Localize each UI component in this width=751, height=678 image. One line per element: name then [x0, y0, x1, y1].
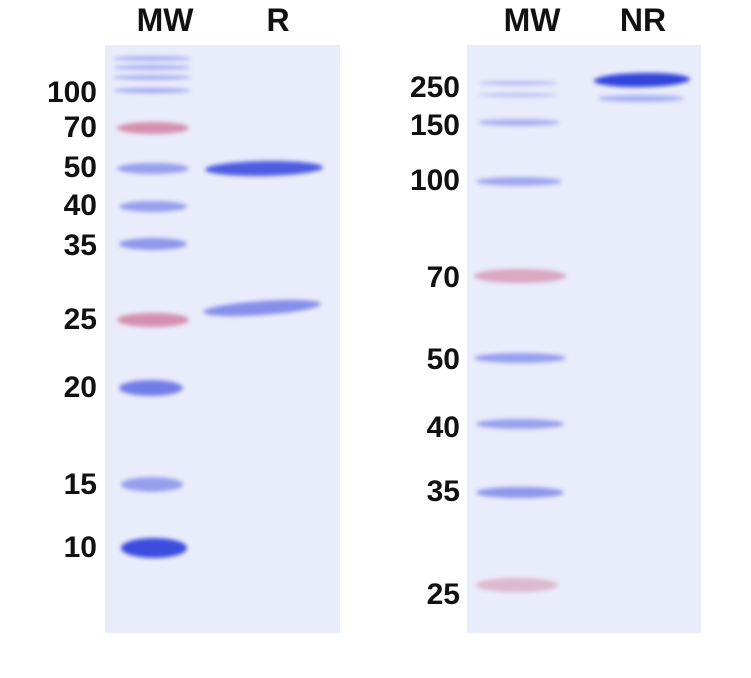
- ladder-band-40: [119, 200, 187, 212]
- ladder-band-20: [119, 380, 183, 396]
- ladder-band-25: [476, 578, 558, 592]
- ladder-band-150: [478, 118, 560, 126]
- lane-header-nr: NR: [619, 2, 667, 38]
- marker-label-right-70: 70: [426, 261, 460, 294]
- ladder-band-70: [474, 269, 566, 283]
- ladder-band-50: [117, 162, 189, 174]
- ladder-band-25: [117, 313, 189, 327]
- ladder-band-top: [113, 87, 191, 93]
- marker-label-right-50: 50: [426, 343, 460, 376]
- ladder-band-top: [113, 64, 191, 70]
- marker-label-left-35: 35: [63, 229, 97, 262]
- ladder-band-15: [121, 476, 183, 492]
- gel-right-nonreducing: [467, 45, 701, 633]
- ladder-band-35: [119, 238, 187, 250]
- ladder-band-top: [478, 81, 558, 85]
- ladder-band-top: [113, 55, 191, 61]
- marker-label-left-15: 15: [63, 468, 97, 501]
- marker-label-right-25: 25: [426, 578, 460, 611]
- marker-label-left-40: 40: [63, 189, 97, 222]
- ladder-band-100: [476, 176, 562, 186]
- marker-label-left-10: 10: [63, 531, 97, 564]
- marker-label-left-50: 50: [63, 151, 97, 184]
- marker-label-right-250: 250: [409, 71, 460, 104]
- marker-label-right-150: 150: [409, 109, 460, 142]
- marker-label-left-70: 70: [63, 111, 97, 144]
- lane-header-mw-left: MW: [136, 2, 194, 38]
- marker-label-left-20: 20: [63, 371, 97, 404]
- ladder-band-top: [113, 74, 191, 80]
- ladder-band-40: [476, 419, 564, 429]
- ladder-band-50: [474, 353, 566, 363]
- ladder-band-10: [121, 538, 187, 558]
- marker-label-right-40: 40: [426, 411, 460, 444]
- marker-label-left-25: 25: [63, 303, 97, 336]
- marker-label-left-100: 100: [46, 76, 97, 109]
- lane-header-mw-right: MW: [503, 2, 561, 38]
- ladder-band-70: [117, 122, 189, 134]
- gel-left-reducing: [105, 45, 340, 633]
- sample-band-minor: [598, 94, 684, 102]
- marker-label-right-35: 35: [426, 475, 460, 508]
- ladder-band-top: [478, 93, 558, 97]
- ladder-band-35: [476, 486, 564, 498]
- lane-header-r: R: [266, 2, 290, 38]
- marker-label-right-100: 100: [409, 164, 460, 197]
